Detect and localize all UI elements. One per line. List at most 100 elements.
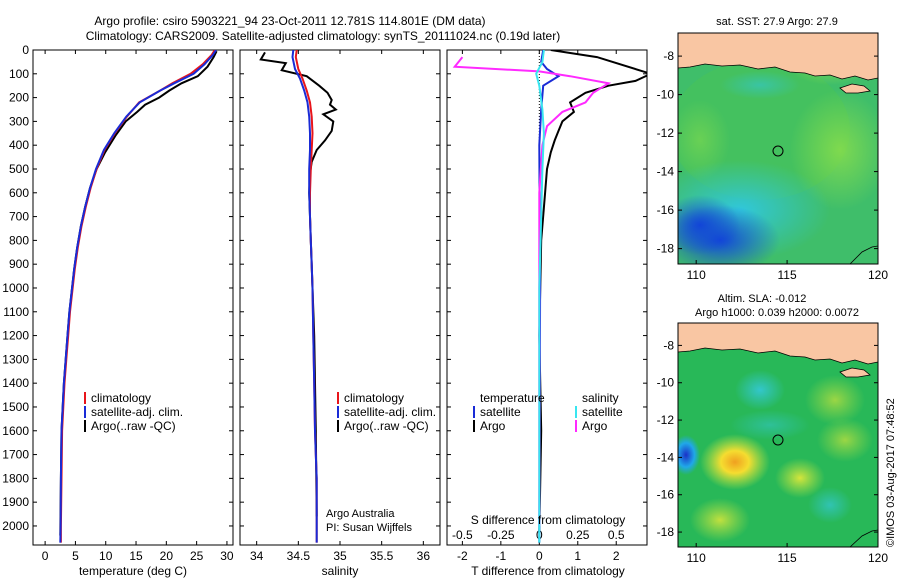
salinity-annotation-line1: Argo Australia <box>326 508 395 520</box>
sla-map-ytick-label: -16 <box>657 488 675 502</box>
difference-s-xtick-label: -0.25 <box>487 528 515 542</box>
difference-series-s-satellite <box>535 50 545 543</box>
temperature-ytick-label: 1800 <box>2 471 29 485</box>
sla-map-title-line1: Altim. SLA: -0.012 <box>718 293 807 305</box>
temperature-xtick-label: 0 <box>42 549 49 563</box>
temperature-axes-frame <box>32 49 234 546</box>
temperature-ytick-label: 400 <box>9 138 29 152</box>
sst-map-land-australia <box>849 245 878 264</box>
sst-map-argo-location-marker <box>772 145 784 157</box>
figure-title-line2: Climatology: CARS2009. Satellite-adjuste… <box>86 29 560 43</box>
difference-s-xtick-label: 0.5 <box>608 528 625 542</box>
temperature-xtick-label: 10 <box>99 549 113 563</box>
salinity-xtick-label: 35.5 <box>370 549 394 563</box>
sst-map-ytick-label: -14 <box>657 165 675 179</box>
temperature-ytick-label: 1200 <box>2 329 29 343</box>
temperature-ytick-label: 1600 <box>2 424 29 438</box>
temperature-ytick-label: 0 <box>22 43 29 57</box>
sst-map-frame <box>677 32 879 265</box>
sst-map-xtick-label: 110 <box>687 268 706 282</box>
temperature-legend: climatology satellite-adj. clim. Argo(..… <box>84 391 183 433</box>
difference-s-xtick-label: -0.5 <box>452 528 473 542</box>
salinity-legend-satellite: satellite-adj. clim. <box>344 405 436 419</box>
temperature-ytick-label: 1700 <box>2 448 29 462</box>
sst-map-land-java <box>678 33 878 81</box>
salinity-legend: climatology satellite-adj. clim. Argo(..… <box>337 391 436 433</box>
sla-map-panel: Altim. SLA: -0.012 Argo h1000: 0.039 h20… <box>657 293 889 565</box>
temperature-ytick-label: 500 <box>9 162 29 176</box>
sla-map-land-java <box>678 323 878 365</box>
sla-map-xtick-label: 110 <box>687 551 706 565</box>
temperature-ytick-label: 300 <box>9 114 29 128</box>
salinity-panel: 34 34.5 35 35.5 36 salinity climatology sate… <box>239 49 441 578</box>
difference-series-s-argo <box>452 56 612 526</box>
difference-t-xtick-label: 0 <box>536 549 543 563</box>
difference-t-xtick-label: -1 <box>496 549 507 563</box>
sla-map-ytick-label: -10 <box>657 376 675 390</box>
temperature-ytick-label: 1500 <box>2 400 29 414</box>
temperature-xtick-label: 15 <box>129 549 143 563</box>
salinity-xtick-label: 36 <box>417 549 431 563</box>
temperature-legend-climatology: climatology <box>91 391 151 405</box>
temperature-series-satellite <box>59 50 217 543</box>
imos-credit: ©IMOS 03-Aug-2017 07:48:52 <box>885 398 897 547</box>
sla-map-frame <box>677 322 879 548</box>
salinity-legend-climatology: climatology <box>344 391 404 405</box>
temperature-ytick-label: 2000 <box>2 519 29 533</box>
difference-legend-s-argo: Argo <box>582 419 608 433</box>
temperature-ytick-label: 1900 <box>2 495 29 509</box>
sla-map-xtick-label: 115 <box>778 551 797 565</box>
sla-map-xtick-label: 120 <box>868 551 888 565</box>
salinity-series-satellite <box>291 50 318 543</box>
salinity-legend-argo: Argo(..raw -QC) <box>344 419 429 433</box>
sla-map-land-island <box>839 367 871 378</box>
temperature-ytick-label: 1300 <box>2 352 29 366</box>
difference-legend-t-argo: Argo <box>480 419 506 433</box>
sst-map-ytick-label: -8 <box>663 49 674 63</box>
temperature-legend-argo: Argo(..raw -QC) <box>91 419 176 433</box>
sst-map-ytick-label: -10 <box>657 88 675 102</box>
difference-legend-salinity-heading: salinity <box>582 391 619 405</box>
sst-map-field <box>678 33 878 264</box>
temperature-panel: 0100200300400500600700800900100011001200… <box>2 43 234 578</box>
sst-map-panel: sat. SST: 27.9 Argo: 27.9 110 115 120 -8 -10… <box>657 16 889 282</box>
salinity-xtick-label: 35 <box>333 549 347 563</box>
temperature-ytick-label: 600 <box>9 186 29 200</box>
temperature-ytick-label: 1400 <box>2 376 29 390</box>
sst-map-xtick-label: 120 <box>868 268 888 282</box>
difference-t-xlabel: T difference from climatology <box>471 564 625 578</box>
sla-map-argo-location-marker <box>772 434 784 446</box>
temperature-xtick-label: 25 <box>190 549 204 563</box>
temperature-ytick-label: 800 <box>9 233 29 247</box>
temperature-ytick-label: 700 <box>9 210 29 224</box>
difference-legend-t-satellite: satellite <box>480 405 521 419</box>
temperature-ytick-label: 200 <box>9 91 29 105</box>
difference-s-xtick-label: 0.25 <box>566 528 590 542</box>
difference-legend-s-satellite: satellite <box>582 405 623 419</box>
temperature-ytick-label: 1000 <box>2 281 29 295</box>
difference-legend-temperature-heading: temperature <box>480 391 545 405</box>
sla-map-ytick-label: -18 <box>657 525 675 539</box>
temperature-legend-satellite: satellite-adj. clim. <box>91 405 183 419</box>
sla-map-title-line2: Argo h1000: 0.039 h2000: 0.0072 <box>695 307 859 319</box>
figure-title-line1: Argo profile: csiro 5903221_94 23-Oct-20… <box>94 14 485 28</box>
difference-s-xlabel: S difference from climatology <box>471 513 626 527</box>
difference-axes-frame <box>446 49 648 546</box>
sst-map-title: sat. SST: 27.9 Argo: 27.9 <box>716 16 838 28</box>
temperature-ytick-label: 100 <box>9 67 29 81</box>
salinity-xtick-label: 34.5 <box>287 549 311 563</box>
sla-map-ytick-label: -14 <box>657 450 675 464</box>
salinity-axes-frame <box>239 49 441 546</box>
salinity-xlabel: salinity <box>322 564 359 578</box>
temperature-xtick-label: 20 <box>160 549 174 563</box>
difference-legend: temperature salinity satellite Argo sate… <box>473 391 623 433</box>
sst-map-ytick-label: -12 <box>657 126 675 140</box>
sla-map-ytick-label: -12 <box>657 413 675 427</box>
difference-t-xtick-label: -2 <box>457 549 468 563</box>
sst-map-ytick-label: -16 <box>657 203 675 217</box>
temperature-xtick-label: 30 <box>220 549 234 563</box>
sla-map-coast-australia <box>849 529 878 547</box>
sst-map-land-island <box>839 83 871 94</box>
salinity-xtick-label: 34 <box>250 549 264 563</box>
